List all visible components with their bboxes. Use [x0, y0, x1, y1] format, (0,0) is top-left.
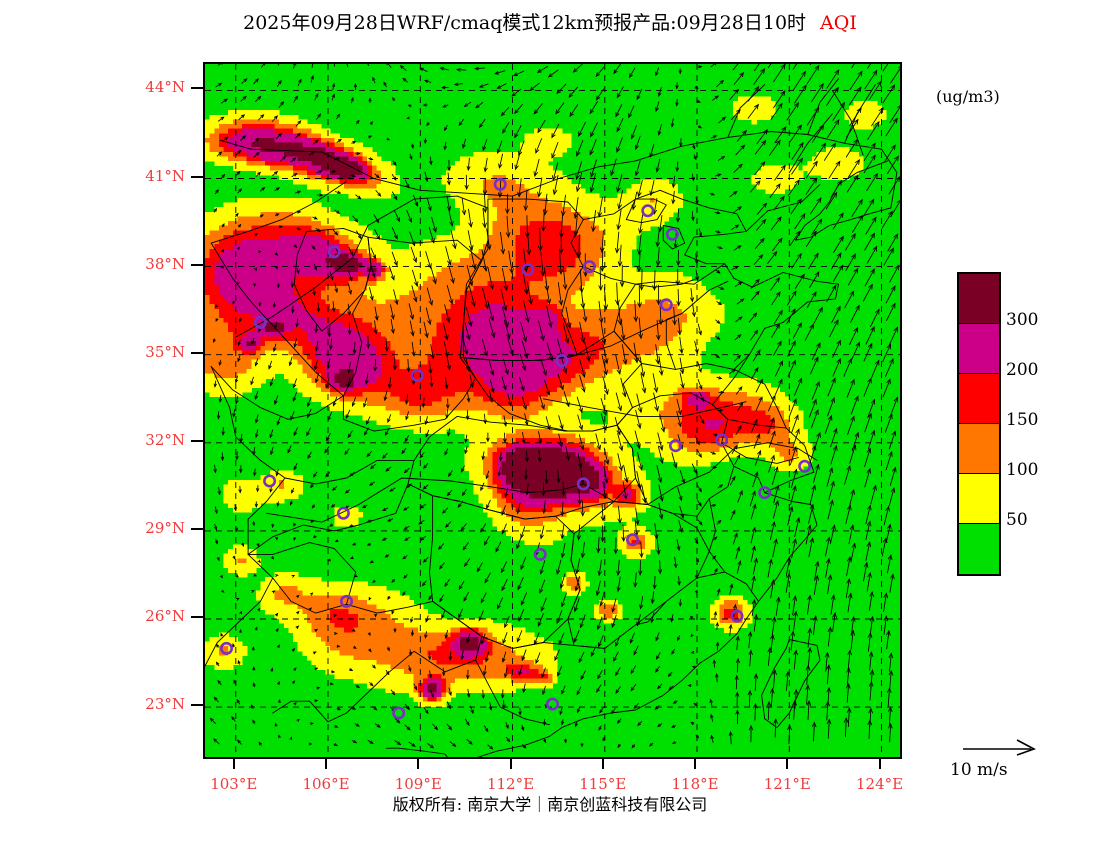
lat-label: 29°N [145, 518, 185, 537]
colorbar-band-150200 [959, 374, 999, 424]
city-marker-icon [410, 368, 424, 382]
city-marker-icon [340, 594, 354, 608]
lon-tick [509, 757, 512, 769]
lon-tick [325, 757, 327, 769]
lat-label: 44°N [145, 78, 185, 97]
colorbar-band-100150 [959, 424, 999, 474]
lon-label: 112°E [486, 775, 535, 793]
lat-tick [191, 615, 203, 618]
city-marker-icon [327, 245, 341, 259]
colorbar[interactable] [957, 272, 1001, 576]
city-marker-icon [392, 706, 406, 720]
city-marker-icon [545, 697, 559, 711]
lon-label: 118°E [671, 775, 719, 793]
colorbar-band-050 [959, 524, 999, 574]
city-marker-icon [263, 474, 277, 488]
lat-label: 41°N [145, 166, 185, 185]
lon-tick [878, 757, 881, 769]
lon-tick [232, 757, 235, 769]
title-text: 2025年09月28日WRF/cmaq模式12km预报产品:09月28日10时 [243, 12, 807, 34]
lat-tick [191, 87, 203, 90]
lon-label: 124°E [856, 775, 904, 793]
wind-scale-label: 10 m/s [950, 760, 1008, 780]
lon-tick [601, 757, 604, 769]
city-marker-icon [798, 459, 812, 473]
lat-tick [191, 527, 203, 530]
lat-tick [191, 351, 203, 354]
lat-label: 38°N [145, 254, 185, 273]
lat-label: 26°N [145, 606, 185, 625]
city-marker-icon [493, 177, 507, 191]
colorbar-band-300 [959, 274, 999, 324]
lon-label: 106°E [302, 775, 350, 793]
city-marker-icon [576, 477, 590, 491]
lon-label: 115°E [579, 775, 627, 793]
city-marker-icon [668, 439, 682, 453]
aqi-concentration-field [205, 96, 887, 707]
lat-label: 35°N [145, 342, 185, 361]
colorbar-tick-label: 200 [1006, 360, 1039, 380]
lat-tick [191, 704, 203, 707]
city-marker-icon [659, 298, 673, 312]
city-marker-icon [582, 260, 596, 274]
lat-label: 23°N [145, 695, 185, 714]
copyright-footer: 版权所有: 南京大学｜南京创蓝科技有限公司 [392, 795, 708, 814]
map-canvas[interactable] [203, 62, 902, 759]
lon-tick [417, 757, 420, 769]
city-marker-icon [555, 354, 569, 368]
city-marker-icon [219, 641, 233, 655]
map-svg [205, 64, 900, 757]
city-marker-icon [533, 547, 547, 561]
city-marker-icon [625, 533, 639, 547]
lon-tick [694, 757, 697, 769]
graticule-gridlines [205, 64, 900, 757]
city-marker-icon [665, 227, 679, 241]
colorbar-tick-label: 300 [1006, 310, 1039, 330]
units-label: (ug/m3) [936, 87, 1000, 106]
city-marker-icon [641, 204, 655, 218]
lon-label: 109°E [394, 775, 442, 793]
city-marker-icon [253, 315, 267, 329]
colorbar-band-50100 [959, 474, 999, 524]
city-marker-icon [758, 486, 772, 500]
colorbar-band-200300 [959, 324, 999, 374]
lat-label: 32°N [145, 430, 185, 449]
city-marker-icon [730, 609, 744, 623]
title-variable: AQI [820, 12, 857, 34]
lon-label: 121°E [763, 775, 811, 793]
lat-tick [191, 175, 203, 178]
lon-label: 103°E [210, 775, 258, 793]
city-marker-icon [715, 433, 729, 447]
wind-scale-arrow-icon [955, 735, 1095, 761]
city-marker-icon [521, 263, 535, 277]
city-marker-icon [336, 506, 350, 520]
page-title: 2025年09月28日WRF/cmaq模式12km预报产品:09月28日10时 A… [0, 8, 1100, 35]
lat-tick [191, 439, 203, 442]
wind-vector-field [209, 64, 900, 750]
lon-tick [786, 757, 789, 769]
lat-tick [191, 263, 203, 266]
colorbar-tick-label: 50 [1006, 510, 1028, 530]
colorbar-tick-label: 150 [1006, 410, 1039, 430]
colorbar-tick-label: 100 [1006, 460, 1039, 480]
city-markers[interactable] [219, 177, 812, 720]
